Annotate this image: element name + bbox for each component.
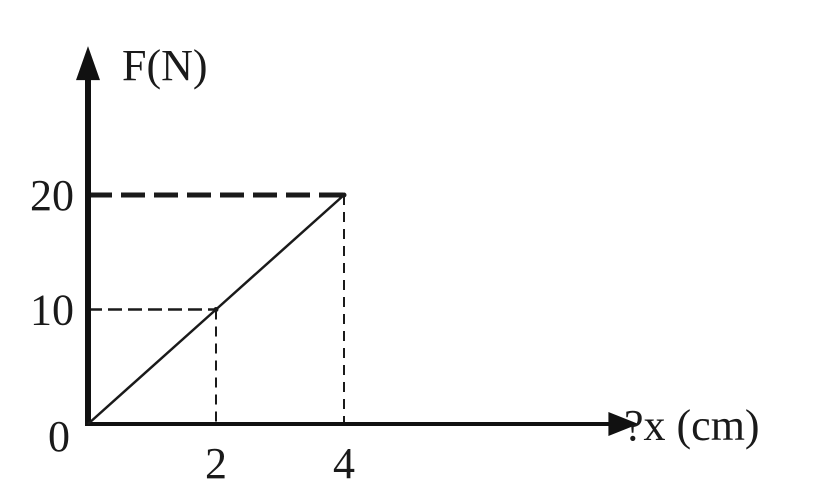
y-axis-label: F(N) xyxy=(122,41,208,90)
y-axis-arrow xyxy=(76,46,100,81)
data-point xyxy=(213,307,219,312)
data-point xyxy=(341,192,347,198)
x-axis-label: ?x (cm) xyxy=(624,401,760,450)
axes xyxy=(76,46,639,436)
origin-label: 0 xyxy=(48,412,70,461)
y-tick-label: 10 xyxy=(30,286,74,335)
x-axis-arrow xyxy=(608,412,639,436)
labels: F(N) ?x (cm) 0 2 4 10 20 xyxy=(30,41,760,488)
x-tick-label: 4 xyxy=(333,439,355,488)
dashed-guides xyxy=(88,192,345,424)
y-tick-label: 20 xyxy=(30,171,74,220)
x-tick-label: 2 xyxy=(205,439,227,488)
data-series xyxy=(87,192,347,425)
